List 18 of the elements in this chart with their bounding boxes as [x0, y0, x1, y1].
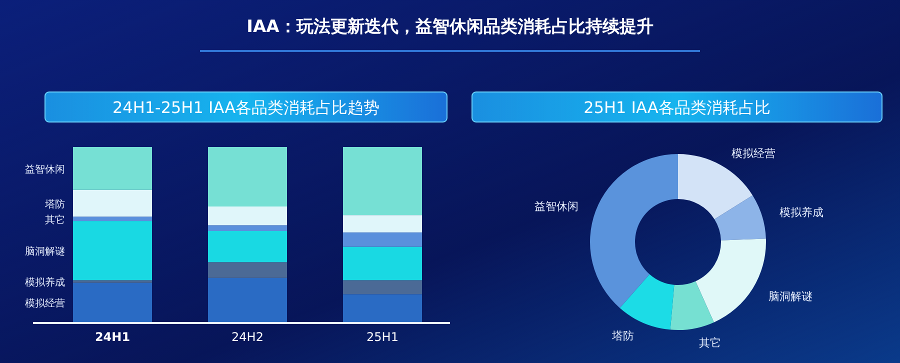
series-label: 其它	[45, 214, 65, 226]
text: IAA：玩法更新迭代，益智休闲品类消耗占比持续提升	[246, 17, 654, 37]
series-label: 脑洞解谜	[25, 246, 65, 258]
slice-label: 脑洞解谜	[768, 290, 813, 303]
slice-label: 塔防	[610, 330, 634, 343]
x-tick-label: 24H1	[94, 330, 130, 344]
series-label: 益智休闲	[25, 163, 65, 176]
x-tick-label: 25H1	[366, 330, 398, 344]
chart-title: 25H1 IAA各品类消耗占比	[584, 98, 770, 117]
slice-label: 其它	[698, 336, 721, 350]
slice-label: 益智休闲	[534, 200, 579, 213]
series-label: 模拟养成	[25, 276, 65, 288]
chart-title: 24H1-25H1 IAA各品类消耗占比趋势	[112, 98, 380, 117]
slice-label: 模拟经营	[731, 146, 776, 160]
series-label: 塔防	[44, 198, 65, 210]
series-label: 模拟经营	[25, 297, 65, 310]
x-tick-label: 24H2	[232, 330, 264, 344]
slice-label: 模拟养成	[779, 206, 824, 220]
